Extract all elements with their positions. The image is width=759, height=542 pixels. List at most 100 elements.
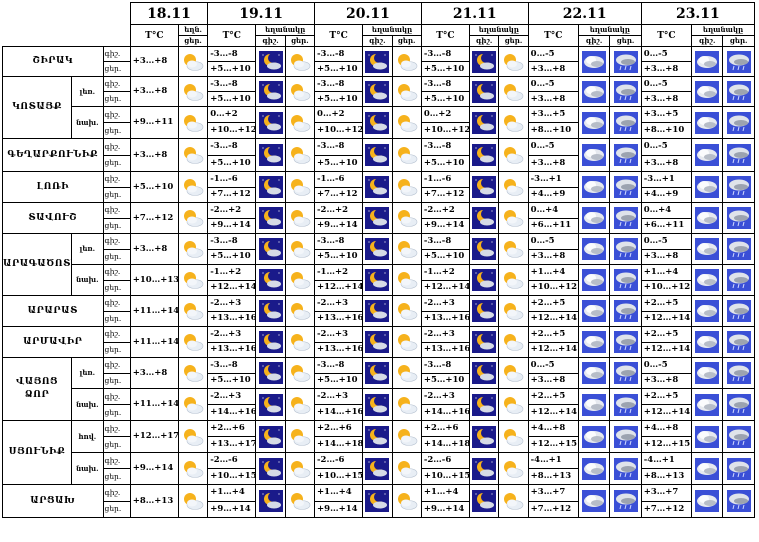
temp-night: -3…-8 (314, 138, 364, 156)
sun-with-cloud-icon (177, 76, 209, 107)
temp-value: +10…+13 (129, 264, 179, 296)
table-row: ԼՈՌԻ գիշ. +5…+10 -1…-6 -1…-6 -1…-6 -3…+1 -… (2, 171, 755, 203)
rain-cloud-icon (726, 80, 751, 103)
moon-with-cloud-icon (472, 50, 497, 73)
rain-cloud-icon (726, 331, 751, 353)
sun-with-cloud-icon (391, 46, 422, 77)
moon-with-cloud-icon (365, 176, 390, 198)
rain-cloud-icon (726, 300, 751, 322)
moon-with-cloud-icon (255, 452, 286, 485)
sun-with-cloud-icon (498, 420, 529, 453)
moon-with-cloud-icon (258, 80, 283, 103)
day-label: ցեր. (102, 91, 131, 107)
sun-with-cloud-icon (498, 357, 529, 389)
night-label: գիշ. (102, 388, 131, 405)
sun-with-cloud-icon (288, 81, 312, 103)
cloud-icon (577, 484, 611, 518)
moon-with-cloud-icon (472, 144, 497, 166)
sun-with-cloud-icon (501, 81, 525, 103)
temp-night: +4…+8 (527, 420, 579, 437)
region-name: ԱՐՄԱՎԻՐ (2, 326, 104, 358)
rain-cloud-icon (726, 176, 751, 198)
temp-night: 0…-5 (640, 357, 693, 374)
moon-with-cloud-icon (362, 295, 393, 327)
temp-night: +2…+5 (527, 388, 579, 405)
moon-with-cloud-icon (365, 50, 390, 73)
cloud-icon (582, 425, 607, 448)
temp-day: +5…+10 (420, 372, 471, 389)
forecast-table: 18.11 19.11 20.11 21.11 22.11 23.11 T°C ե… (1, 2, 756, 518)
moon-with-cloud-icon (468, 171, 500, 203)
table-row: ցեր. +13…+16 +13…+16 +13…+16 +12…+14 +12…+14 (3, 341, 755, 358)
moon-with-cloud-icon (468, 357, 500, 389)
rain-cloud-icon (722, 295, 755, 327)
temp-night: -3…+1 (527, 171, 579, 188)
night-header: գիշ. (577, 35, 611, 47)
temp-day: +5…+10 (207, 91, 257, 107)
temp-day: +3…+8 (640, 154, 693, 172)
cloud-icon (695, 80, 720, 103)
temp-day: +10…+12 (420, 122, 471, 139)
temp-day: +5…+10 (314, 154, 364, 172)
temp-day: +9…+14 (314, 217, 364, 234)
moon-with-cloud-icon (472, 362, 497, 384)
table-row: ԱՐՑԱԽ գիշ. +8…+13 +1…+4 +1…+4 +1…+4 +3…+7 … (2, 484, 755, 518)
temp-night: 0…-5 (640, 138, 693, 156)
rain-cloud-icon (609, 264, 642, 296)
rain-cloud-icon (726, 207, 751, 229)
temp-night: +2…+5 (640, 295, 693, 312)
temp-header: T°C (314, 24, 364, 47)
sun-with-cloud-icon (181, 458, 205, 480)
sun-with-cloud-icon (501, 362, 525, 384)
temp-day: +9…+14 (207, 217, 257, 234)
moon-with-cloud-icon (362, 326, 393, 358)
cloud-icon (690, 452, 724, 485)
cloud-icon (695, 176, 720, 198)
sun-with-cloud-icon (391, 171, 422, 203)
sun-with-cloud-icon (498, 452, 529, 485)
moon-with-cloud-icon (362, 484, 393, 518)
cloud-icon (695, 490, 720, 512)
temp-night: 0…-5 (527, 46, 579, 62)
sun-with-cloud-icon (391, 106, 422, 139)
rain-cloud-icon (613, 331, 638, 353)
temp-night: 0…-5 (527, 138, 579, 156)
temp-day: +14…+16 (420, 404, 471, 421)
cloud-icon (577, 264, 611, 296)
temp-night: -2…+3 (314, 326, 364, 343)
temp-night: 0…-5 (527, 357, 579, 374)
moon-with-cloud-icon (258, 425, 283, 448)
temp-night: 0…-5 (527, 76, 579, 92)
moon-with-cloud-icon (472, 457, 497, 480)
moon-with-cloud-icon (468, 76, 500, 107)
temp-night: +1…+4 (640, 264, 693, 281)
moon-with-cloud-icon (472, 300, 497, 322)
moon-with-cloud-icon (255, 264, 286, 296)
sun-with-cloud-icon (288, 426, 312, 448)
cloud-icon (582, 80, 607, 103)
temp-night: -2…+3 (420, 295, 471, 312)
table-row: ՍՅՈՒՆԻՔ հով. գիշ. +12…+17 +2…+6 +2…+6 +2…+6… (1, 420, 755, 485)
zone-label: նախ. (71, 452, 104, 485)
rain-cloud-icon (722, 76, 755, 107)
sun-with-cloud-icon (395, 300, 419, 322)
moon-with-cloud-icon (365, 490, 390, 512)
temp-day: +7…+12 (314, 186, 364, 203)
rain-cloud-icon (613, 425, 638, 448)
temp-night: -1…-6 (314, 171, 364, 188)
day-label: ցեր. (102, 500, 131, 518)
temp-night: -1…-6 (420, 171, 471, 188)
moon-with-cloud-icon (468, 138, 500, 172)
night-label: գիշ. (102, 420, 131, 437)
table-header: 18.11 19.11 20.11 21.11 22.11 23.11 T°C ե… (2, 2, 756, 47)
moon-with-cloud-icon (362, 420, 393, 453)
sun-with-cloud-icon (288, 300, 312, 322)
moon-with-cloud-icon (365, 80, 390, 103)
sun-with-cloud-icon (395, 331, 419, 353)
temp-value: +3…+8 (129, 233, 179, 265)
sun-with-cloud-icon (288, 112, 312, 134)
temp-day: +6…+11 (640, 217, 693, 234)
rain-cloud-icon (726, 50, 751, 73)
temp-value: +3…+8 (129, 76, 179, 107)
temp-night: -3…-8 (420, 76, 471, 92)
